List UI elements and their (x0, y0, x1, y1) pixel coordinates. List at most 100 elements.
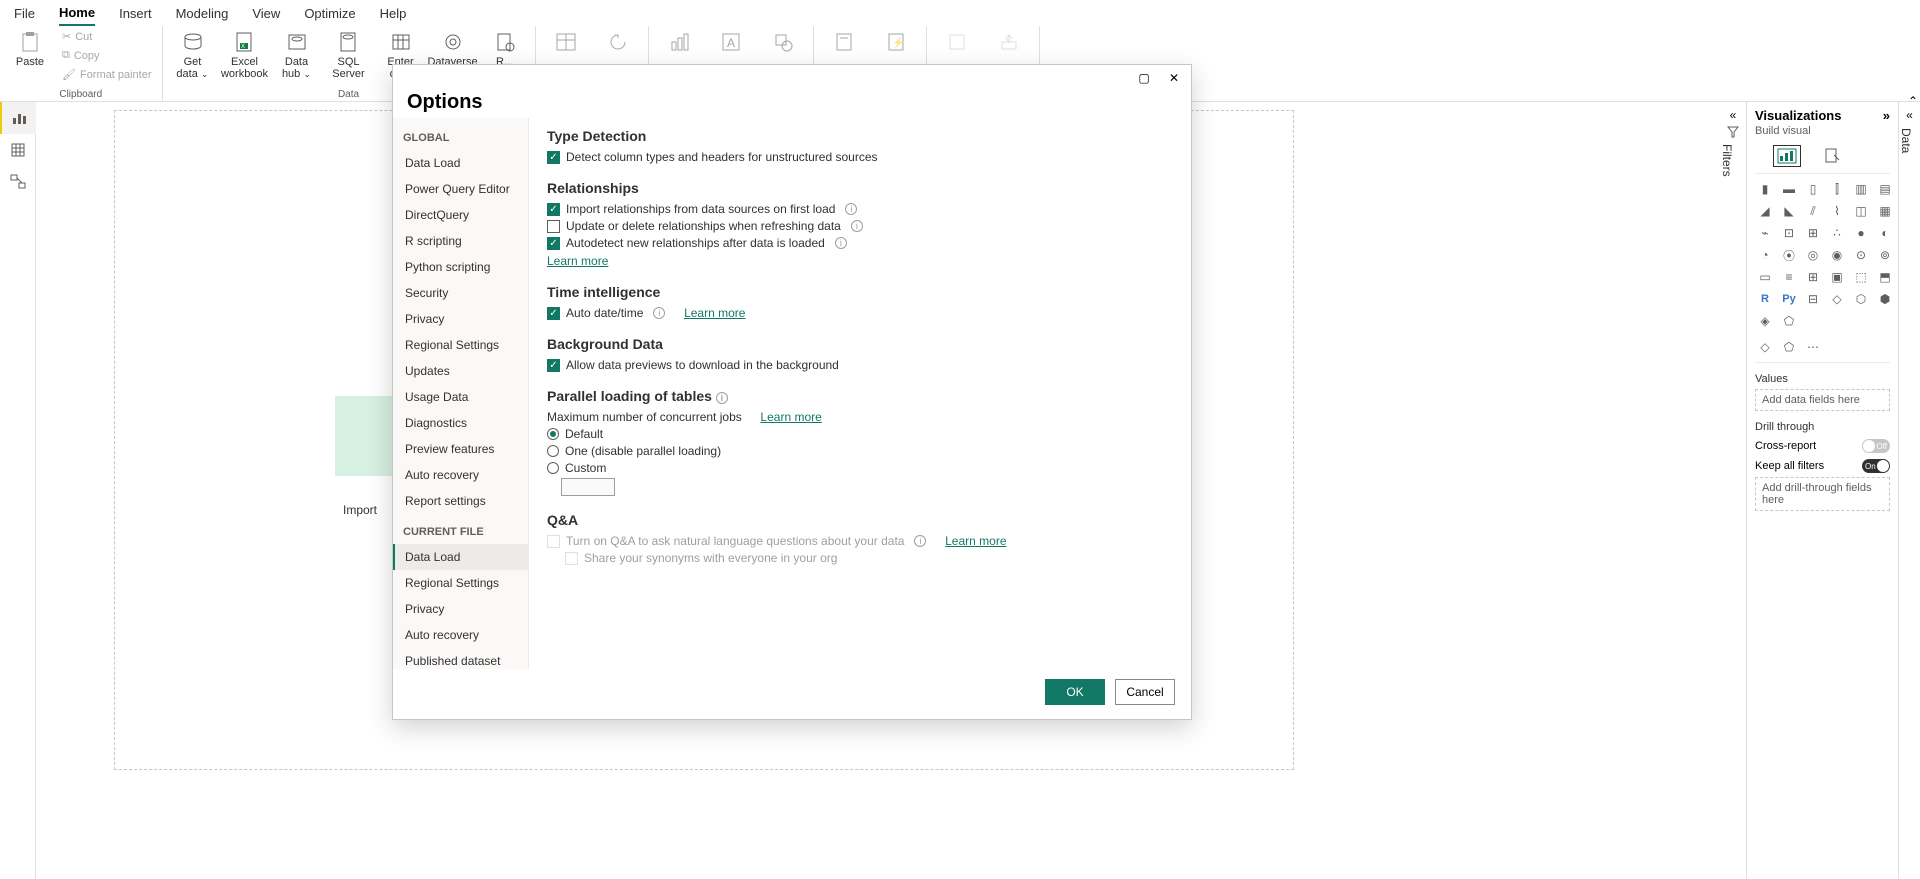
viz-type-3[interactable]: ⫿ (1827, 180, 1847, 198)
ribbon-btn-i[interactable] (985, 28, 1033, 56)
bg-preview-checkbox[interactable]: ✓ (547, 359, 560, 372)
nav-global-python-scripting[interactable]: Python scripting (393, 254, 528, 280)
parallel-learn-more-link[interactable]: Learn more (760, 410, 821, 424)
ribbon-btn-h[interactable] (933, 28, 981, 56)
ribbon-dataverse[interactable]: Dataverse (429, 28, 477, 68)
nav-global-security[interactable]: Security (393, 280, 528, 306)
viz-more-button[interactable]: ⋯ (1803, 338, 1823, 356)
viz-type-10[interactable]: ◫ (1851, 202, 1871, 220)
viz-type-11[interactable]: ▦ (1875, 202, 1895, 220)
parallel-default-radio[interactable] (547, 428, 559, 440)
build-visual-icon[interactable] (1773, 145, 1801, 167)
viz-type-15[interactable]: ∴ (1827, 224, 1847, 242)
viz-type-0[interactable]: ▮ (1755, 180, 1775, 198)
ribbon-sql-server[interactable]: SQLServer (325, 28, 373, 80)
ribbon-btn-b[interactable] (594, 28, 642, 56)
values-well[interactable]: Add data fields here (1755, 389, 1890, 411)
menu-help[interactable]: Help (380, 2, 407, 25)
nav-global-power-query-editor[interactable]: Power Query Editor (393, 176, 528, 202)
viz-type-36[interactable]: ◈ (1755, 312, 1775, 330)
parallel-custom-input[interactable] (561, 478, 615, 496)
viz-type-7[interactable]: ◣ (1779, 202, 1799, 220)
viz-type-12[interactable]: ⌁ (1755, 224, 1775, 242)
cross-report-toggle[interactable]: Off (1862, 439, 1890, 453)
nav-current-data-load[interactable]: Data Load (393, 544, 528, 570)
parallel-one-radio[interactable] (547, 445, 559, 457)
viz-type-31[interactable]: Py (1779, 290, 1799, 308)
viz-type-22[interactable]: ⊙ (1851, 246, 1871, 264)
cancel-button[interactable]: Cancel (1115, 679, 1175, 705)
viz-type-18[interactable]: ◔ (1755, 246, 1775, 264)
paste-button[interactable]: Paste (6, 28, 54, 68)
menu-insert[interactable]: Insert (119, 2, 152, 25)
nav-global-directquery[interactable]: DirectQuery (393, 202, 528, 228)
viz-type-23[interactable]: ⊚ (1875, 246, 1895, 264)
viz-type-21[interactable]: ◉ (1827, 246, 1847, 264)
viz-type-9[interactable]: ⌇ (1827, 202, 1847, 220)
viz-type-26[interactable]: ⊞ (1803, 268, 1823, 286)
nav-global-preview-features[interactable]: Preview features (393, 436, 528, 462)
nav-global-usage-data[interactable]: Usage Data (393, 384, 528, 410)
viz-type-14[interactable]: ⊞ (1803, 224, 1823, 242)
viz-type-33[interactable]: ◇ (1827, 290, 1847, 308)
copy-button[interactable]: ⧉Copy (58, 47, 156, 64)
autodetect-rel-checkbox[interactable]: ✓ (547, 237, 560, 250)
data-pane-collapsed[interactable]: « Data (1898, 102, 1920, 879)
info-icon[interactable]: i (914, 535, 926, 547)
keep-filters-toggle[interactable]: On (1862, 459, 1890, 473)
viz-type-37[interactable]: ⬠ (1779, 312, 1799, 330)
ribbon-get-data[interactable]: Getdata ⌄ (169, 28, 217, 80)
update-rel-checkbox[interactable] (547, 220, 560, 233)
report-view-button[interactable] (0, 102, 36, 134)
format-painter-button[interactable]: 🖌Format painter (58, 66, 156, 83)
info-icon[interactable]: i (851, 220, 863, 232)
viz-type-17[interactable]: ◐ (1875, 224, 1895, 242)
time-learn-more-link[interactable]: Learn more (684, 306, 745, 320)
nav-global-updates[interactable]: Updates (393, 358, 528, 384)
ribbon-btn-a[interactable] (542, 28, 590, 56)
dialog-close-button[interactable]: ✕ (1163, 68, 1185, 88)
nav-current-auto-recovery[interactable]: Auto recovery (393, 622, 528, 648)
nav-global-diagnostics[interactable]: Diagnostics (393, 410, 528, 436)
nav-global-regional-settings[interactable]: Regional Settings (393, 332, 528, 358)
qa-share-checkbox[interactable] (565, 552, 578, 565)
ribbon-excel-workbook[interactable]: XExcelworkbook (221, 28, 269, 80)
nav-global-data-load[interactable]: Data Load (393, 150, 528, 176)
viz-type-24[interactable]: ▭ (1755, 268, 1775, 286)
viz-type-34[interactable]: ⬡ (1851, 290, 1871, 308)
info-icon[interactable]: i (845, 203, 857, 215)
info-icon[interactable]: i (653, 307, 665, 319)
format-visual-icon[interactable] (1819, 145, 1847, 167)
viz-type-5[interactable]: ▤ (1875, 180, 1895, 198)
viz-type-extra-0[interactable]: ◇ (1755, 338, 1775, 356)
viz-type-2[interactable]: ▯ (1803, 180, 1823, 198)
viz-type-1[interactable]: ▬ (1779, 180, 1799, 198)
viz-type-32[interactable]: ⊟ (1803, 290, 1823, 308)
import-rel-checkbox[interactable]: ✓ (547, 203, 560, 216)
viz-type-35[interactable]: ⬢ (1875, 290, 1895, 308)
nav-global-r-scripting[interactable]: R scripting (393, 228, 528, 254)
filters-expand-icon[interactable]: « (1720, 102, 1746, 122)
menu-file[interactable]: File (14, 2, 35, 25)
qa-learn-more-link[interactable]: Learn more (945, 534, 1006, 548)
viz-collapse-icon[interactable]: » (1883, 108, 1890, 123)
viz-type-8[interactable]: ⫽ (1803, 202, 1823, 220)
nav-current-regional-settings[interactable]: Regional Settings (393, 570, 528, 596)
drill-well[interactable]: Add drill-through fields here (1755, 477, 1890, 511)
viz-type-28[interactable]: ⬚ (1851, 268, 1871, 286)
dialog-maximize-button[interactable]: ▢ (1133, 68, 1155, 88)
viz-type-4[interactable]: ▥ (1851, 180, 1871, 198)
nav-global-privacy[interactable]: Privacy (393, 306, 528, 332)
viz-type-20[interactable]: ◎ (1803, 246, 1823, 264)
viz-type-13[interactable]: ⊡ (1779, 224, 1799, 242)
nav-global-auto-recovery[interactable]: Auto recovery (393, 462, 528, 488)
nav-global-report-settings[interactable]: Report settings (393, 488, 528, 514)
ok-button[interactable]: OK (1045, 679, 1105, 705)
detect-types-checkbox[interactable]: ✓ (547, 151, 560, 164)
data-expand-icon[interactable]: « (1899, 102, 1920, 122)
menu-modeling[interactable]: Modeling (176, 2, 229, 25)
viz-type-16[interactable]: ● (1851, 224, 1871, 242)
parallel-custom-radio[interactable] (547, 462, 559, 474)
filters-pane-collapsed[interactable]: « Filters (1720, 102, 1746, 879)
model-view-button[interactable] (0, 166, 36, 198)
